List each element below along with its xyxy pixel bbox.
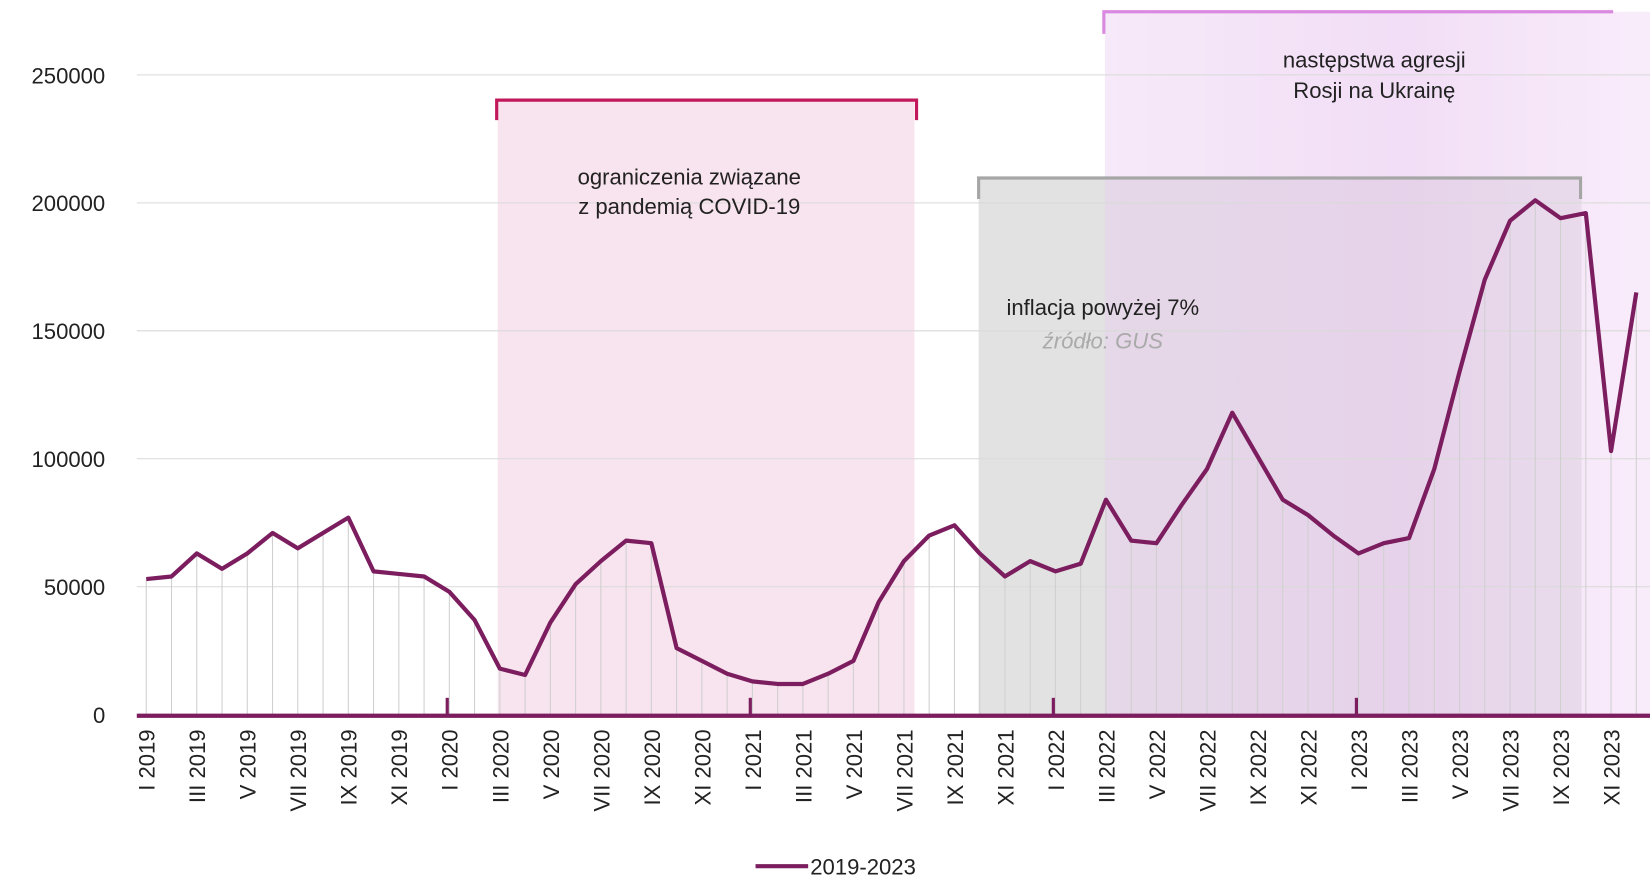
x-tick-label: V 2020 [539,729,564,799]
x-tick-label: III 2021 [791,729,816,803]
x-tick-label: VII 2023 [1498,729,1523,811]
annotation: następstwa agresji Rosji na Ukrainę [1283,48,1466,104]
x-tick-label: I 2021 [741,729,766,790]
y-tick-label: 200000 [32,191,106,216]
legend-label: 2019-2023 [810,855,916,879]
x-tick-label: I 2019 [135,729,160,790]
x-tick-label: IX 2019 [337,729,362,805]
x-tick-label: III 2023 [1397,729,1422,803]
x-tick-label: XI 2021 [993,729,1018,805]
x-tick-label: XI 2023 [1599,729,1624,805]
x-tick-label: III 2020 [488,729,513,803]
x-tick-label: VII 2020 [589,729,614,811]
x-tick-label: V 2021 [842,729,867,799]
x-tick-label: I 2023 [1347,729,1372,790]
x-tick-label: IX 2022 [1246,729,1271,805]
y-tick-label: 250000 [32,63,106,88]
x-tick-label: III 2022 [1094,729,1119,803]
x-tick-label: VII 2019 [286,729,311,811]
war-bracket [1102,10,1614,34]
x-tick-label: XI 2019 [387,729,412,805]
x-tick-label: I 2022 [1044,729,1069,790]
x-tick-label: VII 2021 [892,729,917,811]
x-tick-label: III 2019 [185,729,210,803]
pandemic-bracket [495,98,919,121]
x-tick-label: XI 2022 [1296,729,1321,805]
x-tick-label: VII 2022 [1195,729,1220,811]
x-tick-label: V 2019 [236,729,261,799]
y-tick-label: 50000 [44,575,105,600]
x-tick-label: IX 2023 [1549,729,1574,805]
x-tick-label: IX 2021 [943,729,968,805]
annotation: ograniczenia związane z pandemią COVID-19 [578,164,801,218]
y-tick-label: 100000 [32,447,106,472]
y-tick-label: 0 [93,703,105,728]
inflation-bracket [977,176,1583,200]
war-region [1104,11,1650,715]
pandemic-region [497,100,915,715]
x-tick-label: V 2022 [1145,729,1170,799]
series-line [146,198,1639,687]
x-tick-label: XI 2020 [690,729,715,805]
x-tick-label: I 2020 [438,729,463,790]
annotation: inflacja powyżej 7% [1006,295,1199,320]
x-tick-label: V 2023 [1448,729,1473,799]
source: źródło: GUS [1042,328,1164,353]
y-tick-label: 150000 [32,319,106,344]
x-tick-label: IX 2020 [640,729,665,805]
